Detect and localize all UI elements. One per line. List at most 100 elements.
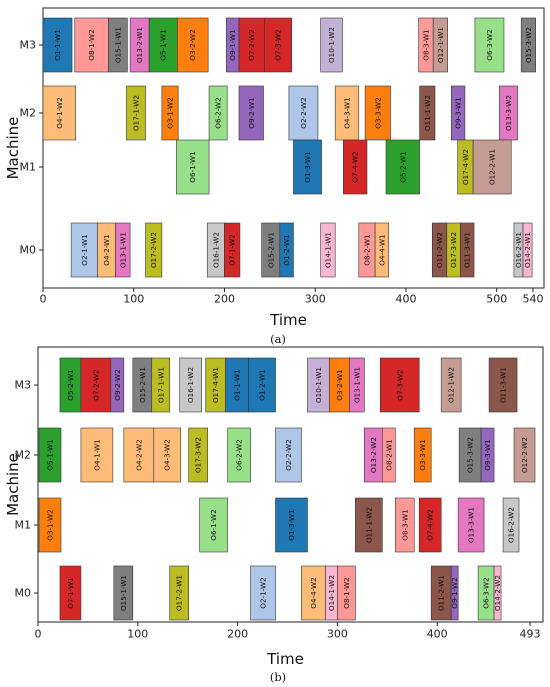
task-bar bbox=[275, 427, 302, 483]
task-bar bbox=[126, 85, 146, 141]
plot-frame bbox=[42, 7, 545, 289]
task-label: O17-2-W1 bbox=[175, 575, 184, 611]
task-bar bbox=[38, 427, 62, 483]
task-label: O11-1-W2 bbox=[364, 507, 373, 543]
panel-label: (a) bbox=[270, 332, 286, 346]
task-label: O6-3-W2 bbox=[485, 29, 494, 60]
task-label: O4-4-W2 bbox=[309, 577, 318, 608]
task-bar bbox=[80, 427, 114, 483]
task-bar bbox=[374, 222, 390, 278]
task-bar bbox=[179, 357, 202, 413]
task-label: O4-4-W1 bbox=[377, 234, 386, 265]
task-bar bbox=[38, 497, 62, 553]
task-bar bbox=[432, 17, 449, 73]
task-bar bbox=[169, 565, 189, 621]
task-label: O2-2-W2 bbox=[284, 439, 293, 470]
task-bar bbox=[480, 427, 495, 483]
task-label: O3-3-W1 bbox=[418, 439, 427, 470]
x-axis-title: Time bbox=[269, 311, 307, 329]
task-label: O1-3-W1 bbox=[303, 151, 312, 182]
task-label: O1-2-W1 bbox=[282, 234, 291, 265]
task-label: O7-1-W1 bbox=[66, 577, 75, 608]
task-label: O1-3-W1 bbox=[287, 509, 296, 540]
task-label: O11-2-W1 bbox=[437, 575, 446, 611]
task-bar bbox=[293, 139, 322, 195]
task-bar bbox=[385, 139, 420, 195]
task-label: O7-3-W2 bbox=[395, 369, 404, 400]
task-label: O14-2-W2 bbox=[493, 575, 502, 611]
task-label: O7-3-W2 bbox=[274, 29, 283, 60]
task-label: O3-2-W2 bbox=[188, 29, 197, 60]
task-bar bbox=[208, 85, 228, 141]
task-label: O3-1-W2 bbox=[45, 509, 54, 540]
task-bar bbox=[108, 17, 128, 73]
y-tick-label: M2 bbox=[20, 107, 37, 120]
task-label: O16-2-W2 bbox=[507, 507, 516, 543]
task-bar bbox=[364, 85, 391, 141]
task-label: O4-2-W1 bbox=[102, 234, 111, 265]
task-label: O13-1-W1 bbox=[352, 367, 361, 403]
x-tick-label: 100 bbox=[127, 628, 148, 641]
task-label: O15-2-W1 bbox=[138, 367, 147, 403]
task-label: O6-1-W1 bbox=[188, 151, 197, 182]
y-tick-label: M0 bbox=[20, 244, 37, 257]
task-bar bbox=[320, 17, 343, 73]
task-label: O6-3-W2 bbox=[482, 577, 491, 608]
task-bar bbox=[123, 427, 155, 483]
task-label: O5-1-W1 bbox=[45, 439, 54, 470]
task-label: O11-3-W1 bbox=[463, 232, 472, 268]
y-tick-label: M1 bbox=[15, 519, 32, 532]
task-bar bbox=[382, 427, 396, 483]
x-tick-label: 0 bbox=[40, 293, 47, 306]
task-label: O10-1-W2 bbox=[327, 27, 336, 63]
task-bar bbox=[343, 139, 368, 195]
task-label: O3-1-W2 bbox=[166, 97, 175, 128]
task-label: O12-2-W2 bbox=[520, 437, 529, 473]
task-label: O3-2-W1 bbox=[335, 369, 344, 400]
task-bar bbox=[472, 139, 512, 195]
task-bar bbox=[275, 497, 308, 553]
task-bar bbox=[488, 357, 518, 413]
task-label: O7-4-W2 bbox=[351, 151, 360, 182]
task-label: O17-1-W1 bbox=[156, 367, 165, 403]
task-label: O5-2-W1 bbox=[66, 369, 75, 400]
task-bar bbox=[188, 427, 208, 483]
task-bar bbox=[320, 222, 336, 278]
task-label: O16-2-W1 bbox=[514, 232, 523, 268]
task-label: O9-2-W2 bbox=[113, 369, 122, 400]
x-tick-label: 540 bbox=[523, 293, 544, 306]
task-bar bbox=[419, 85, 436, 141]
x-tick-label: 100 bbox=[123, 293, 144, 306]
task-label: O15-1-W1 bbox=[113, 27, 122, 63]
task-bar bbox=[474, 17, 505, 73]
task-label: O9-2-W1 bbox=[247, 97, 256, 128]
task-bar bbox=[42, 17, 73, 73]
task-label: O7-2-W2 bbox=[91, 369, 100, 400]
task-bar bbox=[238, 17, 265, 73]
task-label: O7-4-W2 bbox=[426, 509, 435, 540]
task-bar bbox=[522, 222, 533, 278]
task-label: O12-2-W1 bbox=[488, 149, 497, 185]
task-label: O8-3-W1 bbox=[400, 509, 409, 540]
task-bar bbox=[115, 222, 131, 278]
task-label: O1-1-W1 bbox=[53, 29, 62, 60]
task-bar bbox=[148, 17, 178, 73]
task-bar bbox=[224, 222, 241, 278]
task-label: O14-1-W2 bbox=[327, 575, 336, 611]
task-bar bbox=[145, 222, 163, 278]
task-label: O17-4-W1 bbox=[211, 367, 220, 403]
task-bar bbox=[380, 357, 420, 413]
task-bar bbox=[502, 497, 520, 553]
task-bar bbox=[460, 222, 475, 278]
task-bar bbox=[227, 427, 251, 483]
task-label: O1-1-W1 bbox=[233, 369, 242, 400]
task-bar bbox=[413, 427, 432, 483]
task-label: O14-1-W1 bbox=[323, 232, 332, 268]
task-label: O13-1-W1 bbox=[118, 232, 127, 268]
y-tick-label: M2 bbox=[15, 449, 32, 462]
task-label: O15-2-W1 bbox=[266, 232, 275, 268]
task-label: O16-1-W2 bbox=[211, 232, 220, 268]
task-label: O17-3-W2 bbox=[194, 437, 203, 473]
task-bar bbox=[250, 565, 276, 621]
task-label: O16-1-W2 bbox=[186, 367, 195, 403]
